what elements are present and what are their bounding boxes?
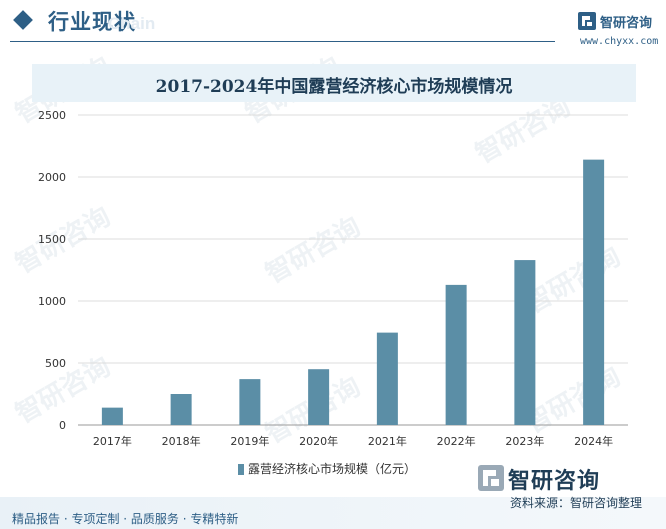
bar: [514, 260, 536, 425]
bar: [170, 394, 192, 425]
chart-title-band: 2017-2024年中国露营经济核心市场规模情况: [32, 64, 636, 102]
bar: [239, 379, 261, 425]
y-tick-label: 1500: [38, 233, 66, 246]
footer-tagline: 精品报告 · 专项定制 · 品质服务 · 专精特新: [12, 512, 239, 526]
footer-brand-name: 智研咨询: [508, 469, 601, 494]
page-header: 行业现状 Chain: [0, 0, 666, 46]
bar: [583, 159, 605, 425]
bar: [101, 407, 123, 425]
x-tick-label: 2021年: [368, 434, 407, 448]
section-subtitle: Chain: [108, 14, 156, 33]
y-tick-label: 1000: [38, 295, 66, 308]
data-source: 资料来源：智研咨询整理: [510, 496, 643, 510]
x-tick-label: 2020年: [299, 434, 338, 448]
chart-title: 2017-2024年中国露营经济核心市场规模情况: [155, 77, 513, 97]
x-tick-label: 2018年: [162, 434, 201, 448]
footer-logo-icon: [478, 465, 504, 491]
y-tick-label: 500: [45, 357, 66, 370]
y-tick-label: 2500: [38, 109, 66, 122]
x-tick-label: 2022年: [437, 434, 476, 448]
legend-swatch: [238, 464, 244, 475]
legend-label: 露营经济核心市场规模（亿元）: [248, 462, 417, 476]
x-tick-label: 2017年: [93, 434, 132, 448]
brand-name: 智研咨询: [600, 16, 653, 31]
footer-band: [0, 497, 666, 529]
header-divider: [10, 41, 555, 42]
x-tick-label: 2019年: [230, 434, 269, 448]
bar: [308, 369, 330, 425]
x-tick-label: 2024年: [574, 434, 613, 448]
bar: [445, 284, 467, 425]
x-tick-label: 2023年: [505, 434, 544, 448]
brand-url: www.chyxx.com: [580, 36, 659, 47]
bar: [376, 332, 398, 425]
chart-legend: 露营经济核心市场规模（亿元）: [238, 460, 416, 477]
section-title: 行业现状: [48, 10, 136, 34]
brand-logo-icon: [578, 12, 596, 30]
y-tick-label: 0: [59, 419, 66, 432]
y-tick-label: 2000: [38, 171, 66, 184]
